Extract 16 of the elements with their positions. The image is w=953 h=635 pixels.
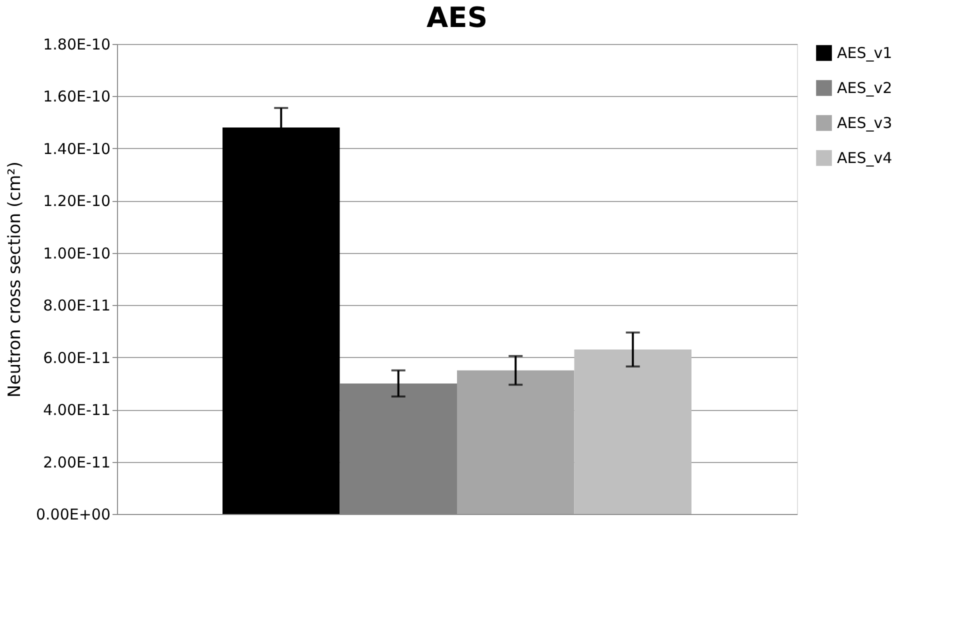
y-tick-label: 1.20E-10 bbox=[43, 192, 110, 210]
y-tick-label: 1.80E-10 bbox=[43, 36, 110, 54]
y-axis-title: Neutron cross section (cm²) bbox=[4, 162, 25, 398]
chart-title: AES bbox=[426, 1, 488, 34]
y-tick-label: 8.00E-11 bbox=[43, 296, 110, 315]
legend-label: AES_v4 bbox=[837, 149, 892, 167]
y-tick-label: 1.60E-10 bbox=[43, 88, 110, 106]
legend-label: AES_v1 bbox=[837, 44, 892, 62]
legend-label: AES_v3 bbox=[837, 114, 892, 132]
y-tick-label: 6.00E-11 bbox=[43, 348, 110, 367]
legend-label: AES_v2 bbox=[837, 79, 892, 97]
y-tick-label: 1.00E-10 bbox=[43, 244, 110, 262]
y-tick-label: 0.00E+00 bbox=[36, 506, 110, 524]
y-tick-label: 1.40E-10 bbox=[43, 140, 110, 158]
y-tick-label: 2.00E-11 bbox=[43, 453, 110, 472]
y-tick-label: 4.00E-11 bbox=[43, 401, 110, 420]
